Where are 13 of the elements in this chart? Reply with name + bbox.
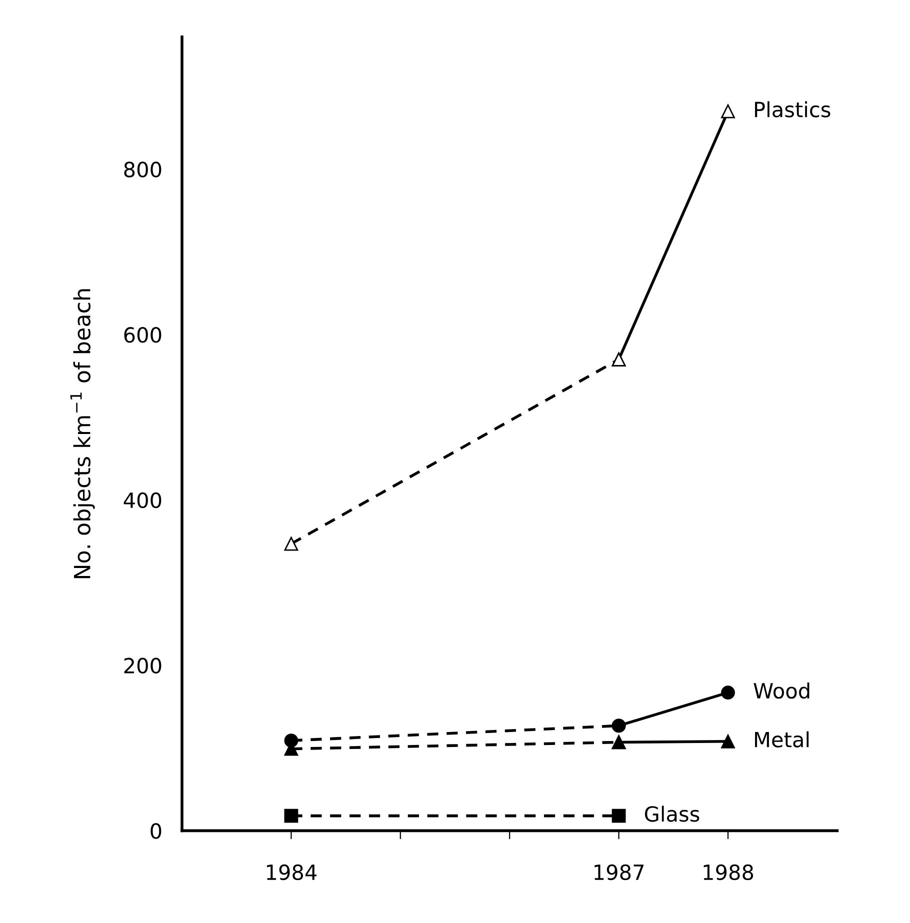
y-axis-title: No. objects km$^{−1}$ of beach	[70, 289, 95, 578]
series-label: Wood	[754, 682, 810, 699]
x-tick-label: 1984	[266, 864, 317, 880]
x-tick-label: 1987	[594, 864, 644, 880]
y-tick-label: 600	[124, 327, 162, 343]
series-label: Glass	[644, 806, 700, 822]
y-tick-label: 800	[124, 162, 162, 178]
y-tick-label: 400	[124, 492, 162, 508]
y-tick-label: 0	[150, 823, 162, 839]
y-tick-label: 200	[124, 658, 162, 674]
series-label: Metal	[755, 731, 809, 748]
x-tick-label: 1988	[704, 864, 754, 880]
series-label: Plastics	[755, 101, 830, 118]
